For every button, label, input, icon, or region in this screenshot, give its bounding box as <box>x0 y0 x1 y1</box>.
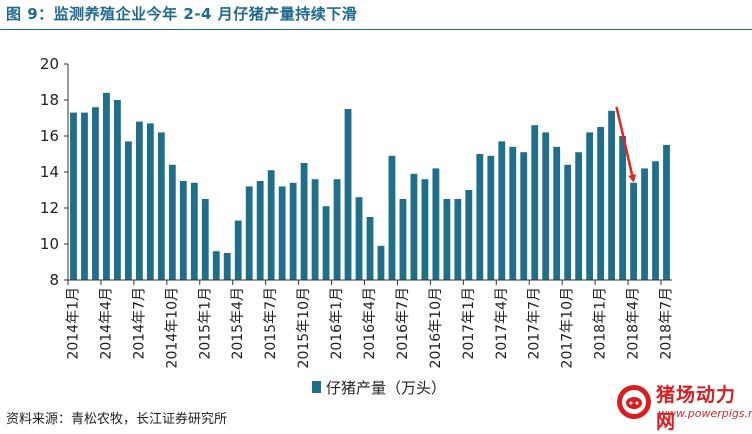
x-tick-label: 2015年7月 <box>263 287 279 360</box>
bar <box>586 132 594 280</box>
bar <box>454 199 462 280</box>
bar <box>256 181 264 280</box>
bar <box>597 127 605 280</box>
bar <box>531 125 539 280</box>
pig-logo-icon <box>617 385 651 419</box>
x-tick-label: 2014年1月 <box>65 287 81 360</box>
y-tick-label: 20 <box>40 55 59 73</box>
x-axis: 2014年1月 2014年4月 2014年7月 2014年10月 2015年1月 2015… <box>65 279 675 368</box>
bar <box>135 121 143 280</box>
bar <box>498 141 506 280</box>
figure-title: 图 9：监测养殖企业今年 2-4 月仔猪产量持续下滑 <box>6 5 358 23</box>
bar <box>509 146 517 280</box>
bar <box>212 251 220 280</box>
bar <box>201 199 209 280</box>
x-tick-label: 2015年4月 <box>230 287 246 360</box>
x-tick-label: 2016年7月 <box>395 287 411 360</box>
bar <box>311 179 319 280</box>
bar <box>344 109 352 280</box>
bar <box>190 182 198 280</box>
x-tick-label: 2014年4月 <box>98 287 114 360</box>
decline-annotation <box>615 106 637 183</box>
x-tick-label: 2016年4月 <box>362 287 378 360</box>
bar <box>146 123 154 281</box>
bar <box>278 186 286 280</box>
x-tick-label: 2018年4月 <box>626 287 642 360</box>
bar <box>322 206 330 280</box>
bar <box>103 92 110 280</box>
x-tick-label: 2016年1月 <box>329 287 345 360</box>
bar <box>553 146 561 280</box>
bar <box>300 163 308 280</box>
y-tick-label: 8 <box>49 271 59 289</box>
bar <box>125 141 132 280</box>
x-tick-label: 2015年10月 <box>296 287 312 368</box>
bar <box>520 152 528 280</box>
bar <box>157 132 165 280</box>
bar <box>487 155 495 280</box>
x-tick-label: 2017年7月 <box>527 287 543 360</box>
bar <box>70 112 77 280</box>
watermark-url: www.powerpigs.net <box>658 407 752 420</box>
bar <box>575 152 583 280</box>
x-tick-label: 2014年10月 <box>164 287 180 368</box>
bar <box>245 186 253 280</box>
bar <box>432 168 440 280</box>
x-tick-label: 2018年1月 <box>593 287 609 360</box>
bar <box>234 220 242 280</box>
bar <box>641 168 648 280</box>
bar <box>410 173 418 280</box>
bar <box>608 110 616 280</box>
title-divider <box>0 29 752 30</box>
x-tick-label: 2017年1月 <box>461 287 477 360</box>
bar <box>476 154 484 280</box>
x-tick-label: 2014年7月 <box>131 287 147 360</box>
x-tick-label: 2017年10月 <box>560 287 576 368</box>
legend: 仔猪产量（万头） <box>312 379 446 397</box>
x-tick-label: 2015年1月 <box>197 287 213 360</box>
bar <box>267 170 275 280</box>
bar <box>289 182 297 280</box>
plot-area <box>70 92 670 281</box>
y-tick-label: 12 <box>40 199 59 217</box>
bar <box>388 155 396 280</box>
bar <box>652 161 659 280</box>
y-tick-label: 18 <box>40 91 59 109</box>
bar <box>465 190 473 280</box>
bar <box>377 245 385 280</box>
bar <box>92 107 99 280</box>
legend-label: 仔猪产量（万头） <box>326 379 446 397</box>
x-tick-label: 2018年7月 <box>659 287 675 360</box>
bar <box>630 182 637 280</box>
bar <box>168 164 176 280</box>
bar <box>223 253 231 280</box>
decline-arrow <box>615 106 637 183</box>
bar <box>355 197 363 280</box>
bar <box>81 112 88 280</box>
watermark-name: 猪场动力网 <box>656 384 737 433</box>
bar <box>663 145 670 280</box>
bar <box>564 164 572 280</box>
bar <box>179 181 187 280</box>
bar <box>619 136 626 280</box>
x-tick-label: 2017年4月 <box>494 287 510 360</box>
y-tick-label: 10 <box>40 235 59 253</box>
x-tick-label: 2016年10月 <box>428 287 444 368</box>
legend-swatch <box>312 381 321 393</box>
y-tick-label: 14 <box>40 163 59 181</box>
bar <box>399 199 407 280</box>
bar <box>443 199 451 280</box>
y-axis: 8 10 12 14 16 18 20 <box>40 55 69 289</box>
bar <box>366 217 374 280</box>
y-tick-label: 16 <box>40 127 59 145</box>
watermark: 猪场动力网 www.powerpigs.net <box>612 380 752 433</box>
bar <box>114 100 121 280</box>
bar <box>421 179 429 280</box>
bar <box>542 132 550 280</box>
source-note: 资料来源：青松农牧，长江证券研究所 <box>6 412 228 427</box>
bar <box>333 179 341 280</box>
